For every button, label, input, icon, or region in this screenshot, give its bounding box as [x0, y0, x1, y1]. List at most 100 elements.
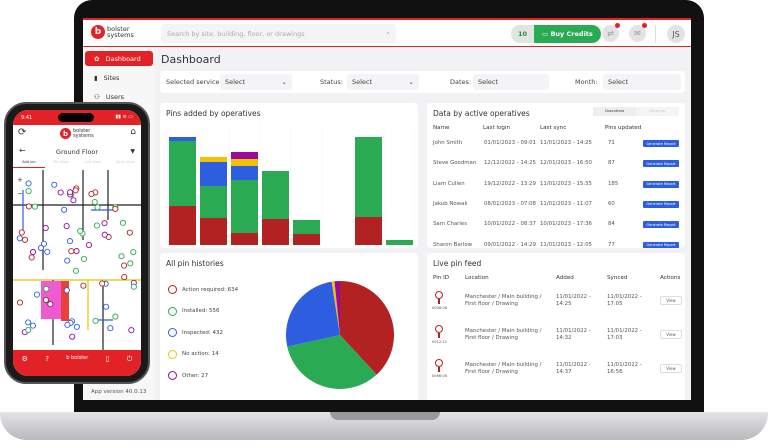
map-pin-icon: [37, 244, 44, 251]
map-pin-icon: [435, 325, 443, 333]
tab-list-view[interactable]: List View: [85, 160, 101, 164]
synced-date: 11/01/2022 -: [607, 294, 642, 300]
chevron-down-icon: ⌄: [281, 78, 287, 86]
settings-icon[interactable]: ⚙: [21, 355, 28, 363]
service-select[interactable]: Select ⌄: [220, 74, 292, 90]
users-icon: ⚇: [94, 92, 100, 101]
map-pin-icon: [51, 181, 58, 188]
added-date: 11/01/2022 -: [556, 328, 591, 334]
bar-segment-action_required: [355, 217, 382, 245]
map-pin-icon: [42, 224, 49, 232]
status-bar: 9:41 ▮▮ ≋ ▭: [13, 110, 141, 125]
view-button[interactable]: View: [660, 296, 682, 305]
map-pin-icon: [68, 248, 75, 255]
map-pin-icon: [66, 238, 74, 245]
search-input[interactable]: Search by site, building, floor, or draw…: [161, 24, 396, 43]
map-pin-icon: [128, 327, 135, 334]
map-pin-icon: [107, 325, 114, 332]
generate-report-button[interactable]: Generate Report: [643, 140, 679, 147]
filter-icon[interactable]: ▼: [130, 148, 135, 155]
map-pin-icon: [42, 296, 50, 303]
map-pin-icon: [99, 280, 106, 287]
power-icon[interactable]: ⏻: [126, 355, 133, 363]
dates-label: Dates:: [450, 78, 472, 86]
map-pin-icon: [25, 180, 32, 187]
legend-label: Other: 27: [182, 372, 209, 379]
map-pin-icon: [67, 189, 74, 196]
legend-label: Action required: 634: [182, 286, 239, 293]
location-line2: First floor / Drawing: [465, 335, 518, 341]
sync-icon[interactable]: ⇄: [602, 23, 620, 42]
toggle-operatives[interactable]: Operatives: [593, 107, 636, 116]
map-pin-icon: [118, 253, 125, 260]
location-line1: Manchester / Main building /: [465, 294, 542, 300]
operatives-card: Data by active operatives Operatives Dra…: [427, 103, 685, 248]
last-sync: 11/01/2023 - 12:05: [540, 241, 592, 248]
pie-chart: [286, 281, 394, 389]
bar-segment-installed: [169, 141, 196, 206]
col-added: Added: [556, 275, 574, 281]
floor-title: Ground Floor: [55, 148, 99, 156]
bar-segment-inspected: [200, 162, 227, 186]
map-pin-icon: [40, 240, 48, 247]
generate-report-button[interactable]: Generate Report: [643, 200, 679, 208]
map-pin-icon: [168, 371, 177, 380]
added-date: 11/01/2022 -: [556, 362, 591, 368]
floor-plan[interactable]: [13, 170, 141, 350]
zoom-in-button[interactable]: +: [17, 176, 23, 184]
tab-zone-view[interactable]: Zone View: [115, 160, 135, 164]
view-button[interactable]: View: [660, 330, 682, 339]
home-icon[interactable]: ⌂: [130, 127, 136, 137]
map-pin-icon: [29, 322, 37, 329]
filter-bar: Selected service: Select ⌄ Status: Select…: [160, 71, 685, 93]
bar-segment-action_required: [169, 206, 196, 245]
legend-label: No action: 14: [182, 351, 219, 357]
sidebar-item-label: Dashboard: [105, 54, 141, 63]
view-button[interactable]: View: [660, 364, 682, 373]
generate-report-button[interactable]: Generate Report: [643, 160, 679, 168]
dynamic-island: [58, 113, 94, 122]
bar-segment-no_action: [200, 157, 227, 162]
sidebar-item-sites[interactable]: ▮ Sites: [85, 70, 153, 85]
bolster-logo[interactable]: b bolster systems: [91, 25, 134, 39]
back-arrow-icon[interactable]: ←: [19, 146, 26, 155]
synced-date: 11/01/2022 -: [607, 328, 642, 334]
location-line2: First floor / Drawing: [465, 369, 518, 375]
table-row: Sharon Barlow 09/01/2022 - 14:29 11/01/2…: [427, 241, 685, 248]
map-pin-icon: [103, 303, 110, 310]
map-pin-icon: [63, 287, 70, 294]
map-pin-icon: [94, 204, 101, 211]
buy-credits-button[interactable]: ▭ Buy Credits: [534, 25, 601, 43]
help-icon[interactable]: ?: [45, 355, 49, 363]
last-login: 09/01/2022 - 14:29: [484, 241, 536, 248]
document-icon[interactable]: ▯: [105, 355, 110, 363]
synced-date: 11/01/2022 -: [607, 362, 642, 368]
generate-report-button[interactable]: Generate Report: [643, 180, 679, 188]
map-pin-icon: [168, 328, 177, 337]
last-sync: 11/01/2023 - 14:25: [540, 140, 592, 146]
toggle-drawings[interactable]: Drawings: [649, 109, 666, 113]
buy-credits-label: Buy Credits: [550, 30, 593, 38]
status-select[interactable]: Select ⌄: [347, 74, 419, 90]
refresh-icon[interactable]: ⟳: [18, 127, 27, 138]
pie-slice-installed: [287, 335, 377, 389]
avatar[interactable]: JS: [667, 25, 685, 43]
dates-select[interactable]: Select: [473, 74, 549, 90]
generate-report-button[interactable]: Generate Report: [643, 241, 679, 248]
month-select[interactable]: Select: [603, 74, 681, 90]
map-pin-icon: [73, 323, 80, 330]
mail-icon[interactable]: ✉: [629, 23, 647, 42]
status-label: Status:: [320, 78, 343, 86]
map-pin-icon: [25, 327, 32, 334]
view-toggle: Operatives Drawings: [593, 107, 679, 116]
notification-dot: [615, 23, 620, 28]
tab-add-pin[interactable]: Add pin: [13, 160, 45, 168]
generate-report-button[interactable]: Generate Report: [643, 221, 679, 229]
legend-label: Installed: 556: [182, 308, 220, 314]
sidebar-item-users[interactable]: ⚇ Users: [85, 89, 153, 104]
sidebar-item-dashboard[interactable]: ✿ Dashboard: [85, 51, 153, 66]
credits-widget[interactable]: 10 ▭ Buy Credits: [511, 25, 601, 43]
tab-pin-view[interactable]: Pin View: [53, 160, 69, 164]
zoom-out-button[interactable]: −: [17, 190, 23, 198]
sidebar-item-label: Sites: [103, 73, 120, 82]
